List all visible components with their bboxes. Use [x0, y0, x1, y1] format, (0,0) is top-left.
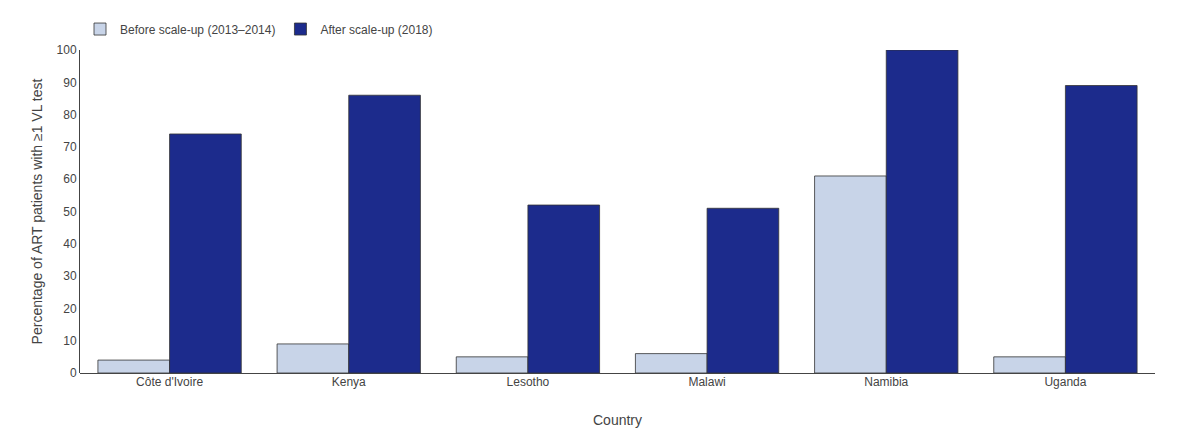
svg-text:40: 40	[63, 237, 77, 251]
svg-text:Namibia: Namibia	[864, 375, 908, 389]
svg-text:30: 30	[63, 269, 77, 283]
svg-text:50: 50	[63, 205, 77, 219]
svg-text:Before scale-up (2013–2014): Before scale-up (2013–2014)	[120, 23, 275, 37]
svg-text:70: 70	[63, 140, 77, 154]
svg-text:10: 10	[63, 334, 77, 348]
svg-text:Percentage of ART patients wit: Percentage of ART patients with ≥1 VL te…	[29, 78, 45, 344]
svg-text:100: 100	[57, 43, 77, 57]
svg-text:80: 80	[63, 108, 77, 122]
svg-text:0: 0	[70, 366, 77, 380]
svg-text:Malawi: Malawi	[688, 375, 725, 389]
svg-text:Kenya: Kenya	[332, 375, 366, 389]
svg-text:Lesotho: Lesotho	[507, 375, 550, 389]
svg-text:Uganda: Uganda	[1044, 375, 1086, 389]
svg-text:20: 20	[63, 302, 77, 316]
svg-text:90: 90	[63, 76, 77, 90]
svg-text:60: 60	[63, 172, 77, 186]
svg-text:After scale-up (2018): After scale-up (2018)	[320, 23, 432, 37]
svg-text:Country: Country	[593, 412, 642, 428]
svg-text:Côte d'Ivoire: Côte d'Ivoire	[136, 375, 203, 389]
